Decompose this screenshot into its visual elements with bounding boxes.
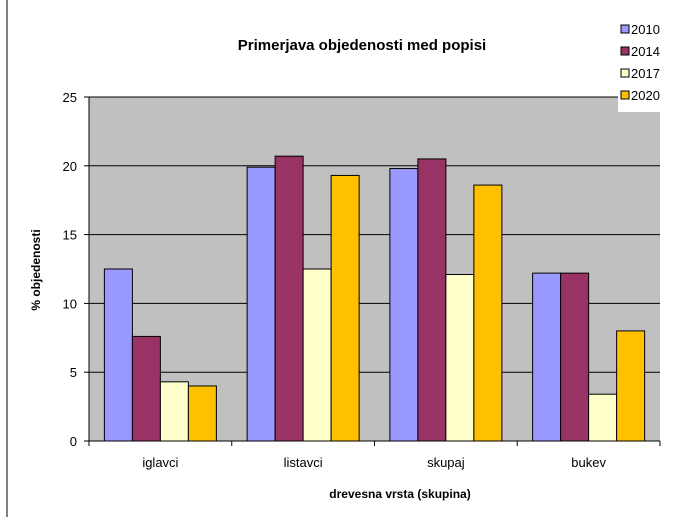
- legend-swatch: [620, 46, 630, 56]
- bar: [560, 272, 590, 442]
- bar: [159, 381, 189, 442]
- y-tick-label: 15: [63, 228, 77, 243]
- x-tick-label: bukev: [571, 455, 606, 470]
- y-tick-label: 5: [70, 365, 77, 380]
- y-tick-label: 10: [63, 296, 77, 311]
- bar: [330, 174, 360, 442]
- bar: [532, 272, 562, 442]
- legend-swatch: [620, 24, 630, 34]
- bar: [417, 158, 447, 442]
- bar: [246, 166, 276, 442]
- plot-area: 0 5 10 15 20 25 iglavci listavci skupaj bukev: [63, 90, 661, 470]
- chart-title: Primerjava objedenosti med popisi: [238, 37, 486, 54]
- x-tick-label: listavci: [284, 455, 323, 470]
- y-axis-title: % objedenosti: [29, 229, 43, 310]
- bar: [445, 274, 475, 442]
- bar: [302, 268, 332, 442]
- bar: [274, 155, 304, 442]
- legend: 2010 2014 2017 2020: [618, 14, 674, 112]
- legend-label: 2014: [631, 44, 660, 59]
- legend-label: 2020: [631, 88, 660, 103]
- legend-swatch: [620, 68, 630, 78]
- legend-label: 2017: [631, 66, 660, 81]
- y-tick-label: 25: [63, 90, 77, 105]
- x-tick-label: iglavci: [142, 455, 178, 470]
- bar: [131, 335, 161, 442]
- y-tick-label: 0: [70, 434, 77, 449]
- y-tick-label: 20: [63, 159, 77, 174]
- x-axis-title: drevesna vrsta (skupina): [329, 487, 470, 501]
- bar: [588, 393, 618, 442]
- bar: [389, 168, 419, 442]
- bar: [473, 184, 503, 442]
- legend-swatch: [620, 90, 630, 100]
- x-tick-label: skupaj: [427, 455, 465, 470]
- legend-label: 2010: [631, 22, 660, 37]
- bar: [616, 330, 646, 442]
- bar: [103, 268, 133, 442]
- bar: [187, 385, 217, 442]
